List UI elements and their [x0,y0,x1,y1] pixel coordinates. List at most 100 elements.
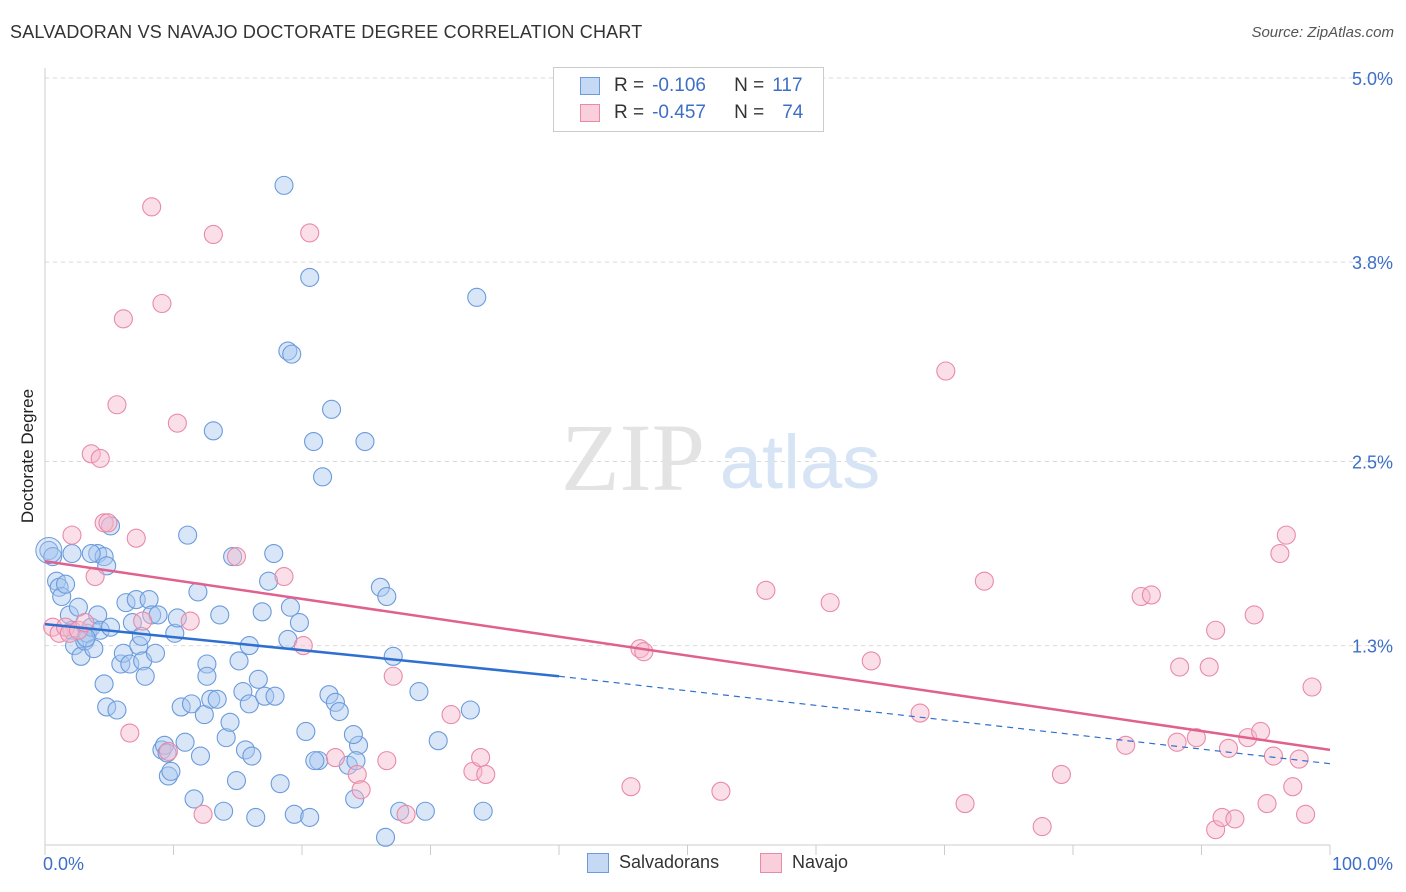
salvadoran-point-105 [300,267,320,287]
salvadoran-point-49 [184,789,204,809]
salvadoran-point-34 [135,666,155,686]
bottom-legend-label-salvadorans: Salvadorans [619,852,720,872]
navajo-point-67 [1276,525,1296,545]
salvadoran-point-75 [270,774,290,794]
salvadoran-point-108 [282,344,302,364]
salvadoran-point-67 [242,746,262,766]
salvadoran-point-85 [319,685,339,705]
legend-r-value: -0.106 [652,75,706,96]
salvadoran-point-115 [197,666,217,686]
salvadoran-point-95 [383,646,403,666]
navajo-point-47 [955,794,975,814]
salvadoran-point-106 [467,287,487,307]
salvadoran-point-14 [84,639,104,659]
salvadoran-point-68 [246,807,266,827]
navajo-point-57 [1199,657,1219,677]
y-tick-label-3: 5.0% [1352,69,1393,89]
navajo-point-46 [936,361,956,381]
navajo-point-21 [180,611,200,631]
navajo-point-40 [634,642,654,662]
salvadoran-point-103 [346,751,366,771]
salvadoran-point-99 [428,731,448,751]
salvadoran-point-94 [377,586,397,607]
salvadoran-point-58 [214,801,234,821]
legend-swatch-salvadorans [580,77,600,95]
salvadoran-point-66 [239,694,259,714]
salvadoran-point-21 [62,543,82,564]
salvadoran-point-80 [296,721,316,742]
navajo-point-45 [910,703,930,723]
salvadoran-point-69 [248,669,268,689]
navajo-point-36 [471,748,491,768]
salvadoran-point-91 [348,735,369,755]
salvadoran-point-55 [203,421,223,441]
navajo-point-27 [300,223,320,243]
salvadoran-points [35,175,493,847]
legend-swatch-navajo [580,104,600,122]
navajo-point-28 [325,748,345,768]
watermark-zip: ZIP [561,404,705,511]
navajo-point-13 [113,309,133,329]
legend-r-label: R = [614,102,645,123]
legend-n-label: N = [734,75,765,96]
navajo-point-16 [133,611,153,631]
salvadoran-point-57 [210,605,230,625]
salvadoran-point-88 [329,701,349,722]
navajo-point-37 [476,764,496,784]
navajo-point-66 [1270,543,1290,564]
bottom-legend-swatch-salvadorans [587,852,609,873]
salvadoran-point-79 [289,613,309,633]
salvadoran-point-100 [460,700,480,720]
navajo-point-44 [861,651,881,671]
navajo-point-34 [441,705,461,725]
salvadoran-point-63 [229,651,249,671]
navajo-point-62 [1244,605,1264,625]
navajo-point-15 [126,528,146,548]
source-label: Source: ZipAtlas.com [1251,24,1394,41]
navajo-trend-line [44,559,1331,752]
navajo-point-51 [1116,735,1136,755]
salvadoran-trend-dashed [558,675,1331,765]
salvadoran-point-70 [252,602,272,622]
navajo-point-64 [1257,794,1277,814]
salvadoran-point-47 [178,525,198,545]
salvadoran-point-4 [52,586,72,607]
watermark-atlas: atlas [720,420,881,505]
bottom-legend-swatch-navajo [760,852,782,873]
salvadoran-point-56 [207,689,227,709]
navajo-point-55 [1170,657,1190,677]
legend-row-navajo: R = -0.457 N = 74 [580,101,803,125]
navajo-point-69 [1289,749,1309,769]
salvadoran-point-101 [473,801,493,821]
salvadoran-point-71 [255,686,275,706]
salvadoran-point-82 [304,432,324,452]
salvadoran-point-62 [226,771,247,791]
salvadoran-point-35 [139,590,159,610]
salvadoran-point-8 [65,636,85,656]
legend-r-value: -0.457 [652,102,706,123]
navajo-point-24 [226,547,247,567]
navajo-point-53 [1141,585,1161,605]
salvadoran-point-5 [56,574,76,594]
salvadoran-point-111 [343,725,363,745]
salvadoran-point-25 [107,700,127,720]
navajo-point-5 [68,620,88,640]
navajo-point-23 [203,224,223,245]
navajo-point-29 [347,764,367,784]
navajo-point-38 [621,777,641,797]
tick-labels: 1.3% 2.5% 3.8% 5.0% 0.0% 100.0% [43,69,1393,874]
navajo-point-71 [1302,677,1322,697]
salvadoran-point-30 [122,613,142,633]
bottom-legend-navajo: Navajo [760,852,848,873]
legend-row-salvadorans: R = -0.106 N = 117 [580,74,803,98]
navajo-point-41 [711,781,731,801]
axes [44,68,1331,855]
navajo-point-18 [152,293,172,314]
navajo-point-68 [1283,777,1303,797]
salvadoran-point-102 [375,827,396,847]
salvadoran-point-20 [81,543,101,564]
salvadoran-point-74 [265,686,285,706]
trend-lines [44,559,1331,765]
salvadoran-point-large [35,536,63,564]
salvadoran-point-72 [259,571,279,591]
